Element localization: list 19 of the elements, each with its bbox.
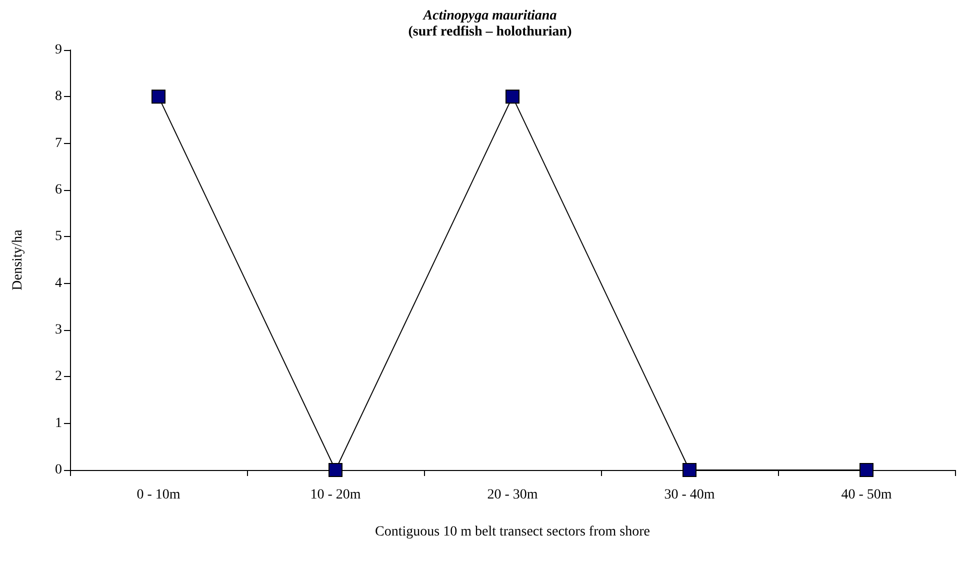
y-tick-label: 2 xyxy=(55,369,62,384)
chart-subtitle: (surf redfish – holothurian) xyxy=(408,24,572,40)
x-tick-label: 10 - 20m xyxy=(310,488,361,502)
y-tick-label: 0 xyxy=(55,462,62,478)
y-tick-label: 3 xyxy=(55,322,62,338)
x-tick-label: 0 - 10m xyxy=(136,488,180,502)
y-tick-label: 1 xyxy=(55,416,62,431)
y-tick-label: 6 xyxy=(55,182,62,198)
x-axis-title: Contiguous 10 m belt transect sectors from shore xyxy=(375,524,650,540)
y-tick-label: 9 xyxy=(55,42,62,58)
x-tick-label: 20 - 30m xyxy=(487,488,538,502)
x-tick-label: 30 - 40m xyxy=(664,488,715,502)
x-tick-label: 40 - 50m xyxy=(841,488,892,502)
y-tick-label: 7 xyxy=(55,136,62,151)
y-axis-title: Density/ha xyxy=(10,228,26,290)
y-tick-label: 8 xyxy=(55,89,62,104)
y-tick-label: 4 xyxy=(55,276,62,291)
chart-title: Actinopyga mauritiana xyxy=(422,8,557,24)
y-tick-label: 5 xyxy=(55,229,62,244)
